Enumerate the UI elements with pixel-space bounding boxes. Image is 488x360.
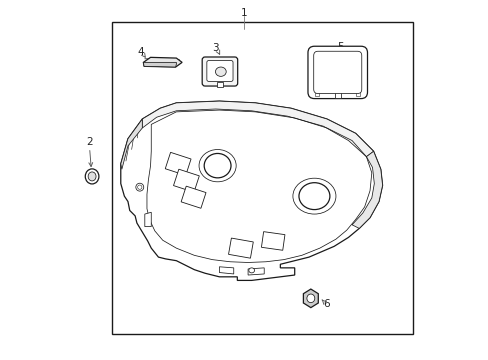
Polygon shape (261, 231, 285, 250)
Polygon shape (143, 57, 182, 67)
Ellipse shape (137, 185, 142, 189)
Polygon shape (165, 152, 191, 175)
Ellipse shape (85, 169, 99, 184)
Bar (314, 92, 319, 96)
Polygon shape (219, 267, 233, 274)
Polygon shape (121, 119, 142, 169)
Ellipse shape (199, 149, 236, 182)
Polygon shape (181, 186, 205, 208)
FancyBboxPatch shape (206, 60, 233, 81)
Bar (217, 82, 223, 87)
Polygon shape (351, 151, 382, 228)
Ellipse shape (204, 153, 230, 178)
Polygon shape (173, 169, 199, 192)
FancyBboxPatch shape (202, 57, 237, 86)
Polygon shape (143, 62, 176, 67)
Bar (334, 92, 340, 98)
Ellipse shape (298, 183, 329, 210)
Polygon shape (121, 101, 382, 280)
Polygon shape (142, 101, 373, 157)
FancyBboxPatch shape (313, 51, 361, 94)
Text: 3: 3 (212, 44, 219, 53)
Text: 4: 4 (137, 47, 143, 57)
Bar (355, 92, 360, 96)
Ellipse shape (292, 178, 335, 214)
FancyBboxPatch shape (307, 46, 367, 99)
Polygon shape (303, 289, 318, 308)
Ellipse shape (88, 172, 96, 181)
Ellipse shape (136, 183, 143, 191)
Text: 5: 5 (337, 42, 343, 51)
Text: 1: 1 (241, 8, 247, 18)
Polygon shape (247, 268, 264, 275)
Polygon shape (228, 238, 253, 258)
Ellipse shape (306, 294, 314, 303)
Text: 2: 2 (86, 138, 93, 147)
Polygon shape (144, 212, 151, 226)
Text: 6: 6 (323, 299, 329, 309)
Bar (112, 22, 412, 334)
Ellipse shape (215, 67, 226, 76)
Ellipse shape (248, 268, 254, 273)
